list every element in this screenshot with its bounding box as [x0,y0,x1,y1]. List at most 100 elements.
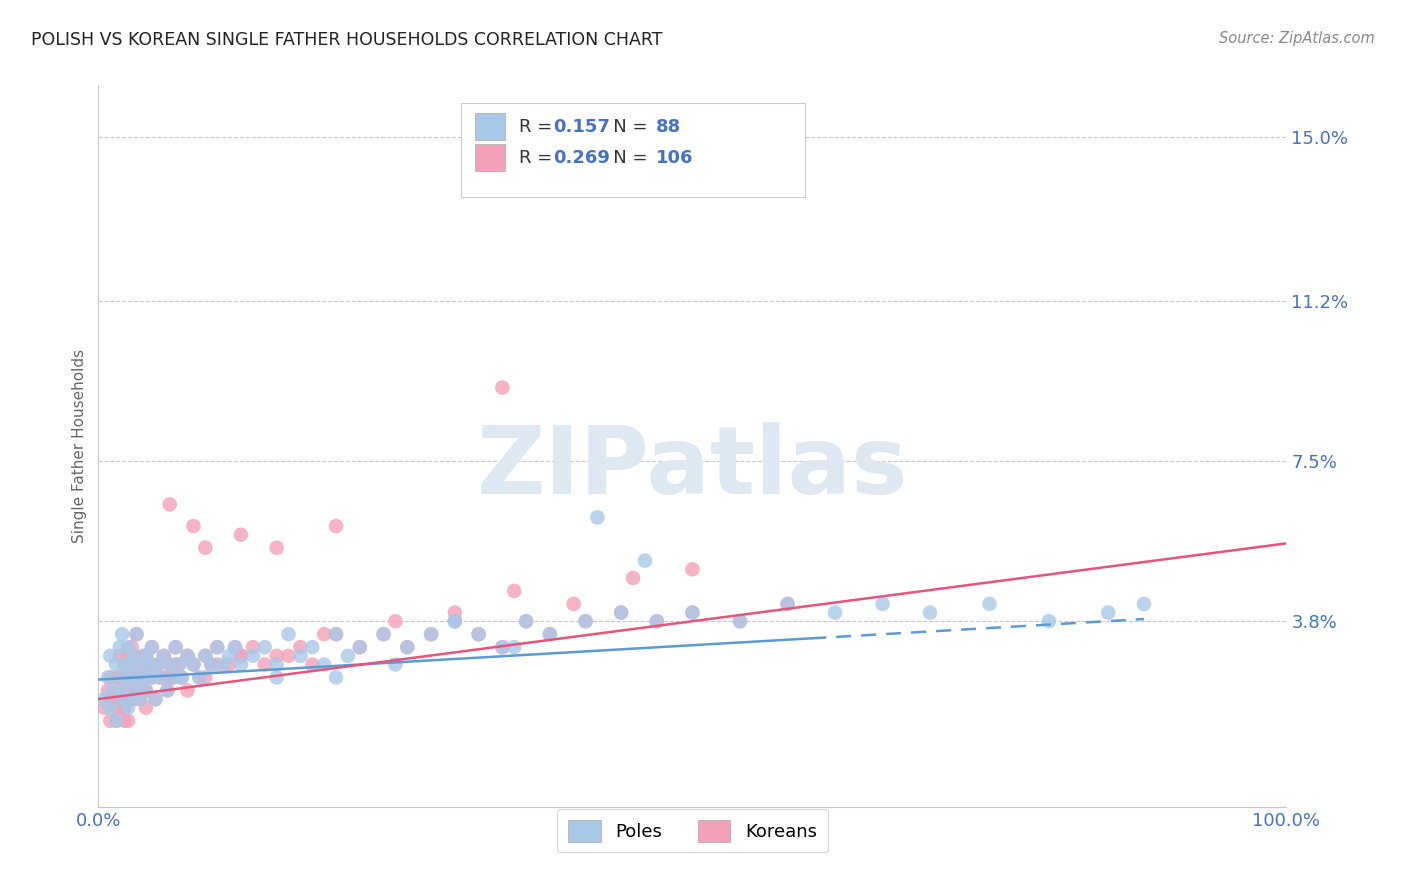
Point [176,648,198,663]
Text: N =: N = [596,149,654,167]
Point [188,670,211,684]
Point [645,614,668,628]
Text: ZIPatlas: ZIPatlas [477,422,908,514]
Point [141,657,163,672]
Point [444,606,467,620]
Point [207,657,229,672]
Point [145,692,167,706]
Point [634,554,657,568]
Point [176,648,198,663]
Point [98,700,121,714]
Point [229,648,252,663]
Point [645,614,668,628]
Point [105,714,128,728]
Point [122,648,145,663]
Point [253,657,276,672]
Point [114,714,136,728]
Point [183,657,205,672]
Point [135,648,157,663]
Point [93,700,115,714]
Point [349,640,371,655]
Text: Source: ZipAtlas.com: Source: ZipAtlas.com [1219,31,1375,46]
Point [117,700,139,714]
Point [93,692,115,706]
Point [149,670,172,684]
Point [349,640,371,655]
Point [156,683,179,698]
Point [135,683,157,698]
Point [129,683,152,698]
Point [314,627,336,641]
Point [141,670,163,684]
Point [111,692,134,706]
Point [122,670,145,684]
Point [122,692,145,706]
Point [170,670,193,684]
Point [117,648,139,663]
Point [776,597,799,611]
Point [242,640,264,655]
Point [503,640,526,655]
Point [135,648,157,663]
Point [207,640,229,655]
Point [108,670,131,684]
Point [824,606,846,620]
Point [467,627,489,641]
Point [224,640,246,655]
Point [108,648,131,663]
Point [562,597,585,611]
Point [183,519,205,533]
Point [129,692,152,706]
Point [242,648,264,663]
Point [229,648,252,663]
Point [129,657,152,672]
Point [491,640,513,655]
Point [122,670,145,684]
Point [105,670,128,684]
Point [101,683,124,698]
Point [121,640,143,655]
Text: N =: N = [596,118,654,136]
Point [111,692,134,706]
Text: R =: R = [519,149,558,167]
Point [117,670,139,684]
Point [159,497,181,511]
Point [138,657,160,672]
Point [97,683,120,698]
Point [515,614,537,628]
Point [253,640,276,655]
Point [314,657,336,672]
Point [165,657,187,672]
Point [467,627,489,641]
Point [125,627,148,641]
Point [159,657,181,672]
Point [491,640,513,655]
Point [135,700,157,714]
Point [125,683,148,698]
Point [121,692,143,706]
Point [194,670,217,684]
Text: 0.157: 0.157 [553,118,610,136]
Point [229,527,252,541]
Point [114,700,136,714]
Point [146,657,169,672]
Point [200,657,222,672]
Point [218,657,240,672]
Point [132,670,155,684]
Point [98,714,121,728]
Point [162,670,184,684]
Point [121,692,143,706]
Point [266,657,288,672]
Point [98,692,121,706]
Point [621,571,644,585]
Point [290,640,312,655]
Point [1097,606,1119,620]
Point [218,648,240,663]
Point [108,683,131,698]
Point [681,606,703,620]
Point [97,670,120,684]
Point [167,657,190,672]
Point [290,648,312,663]
Point [207,640,229,655]
Point [117,670,139,684]
